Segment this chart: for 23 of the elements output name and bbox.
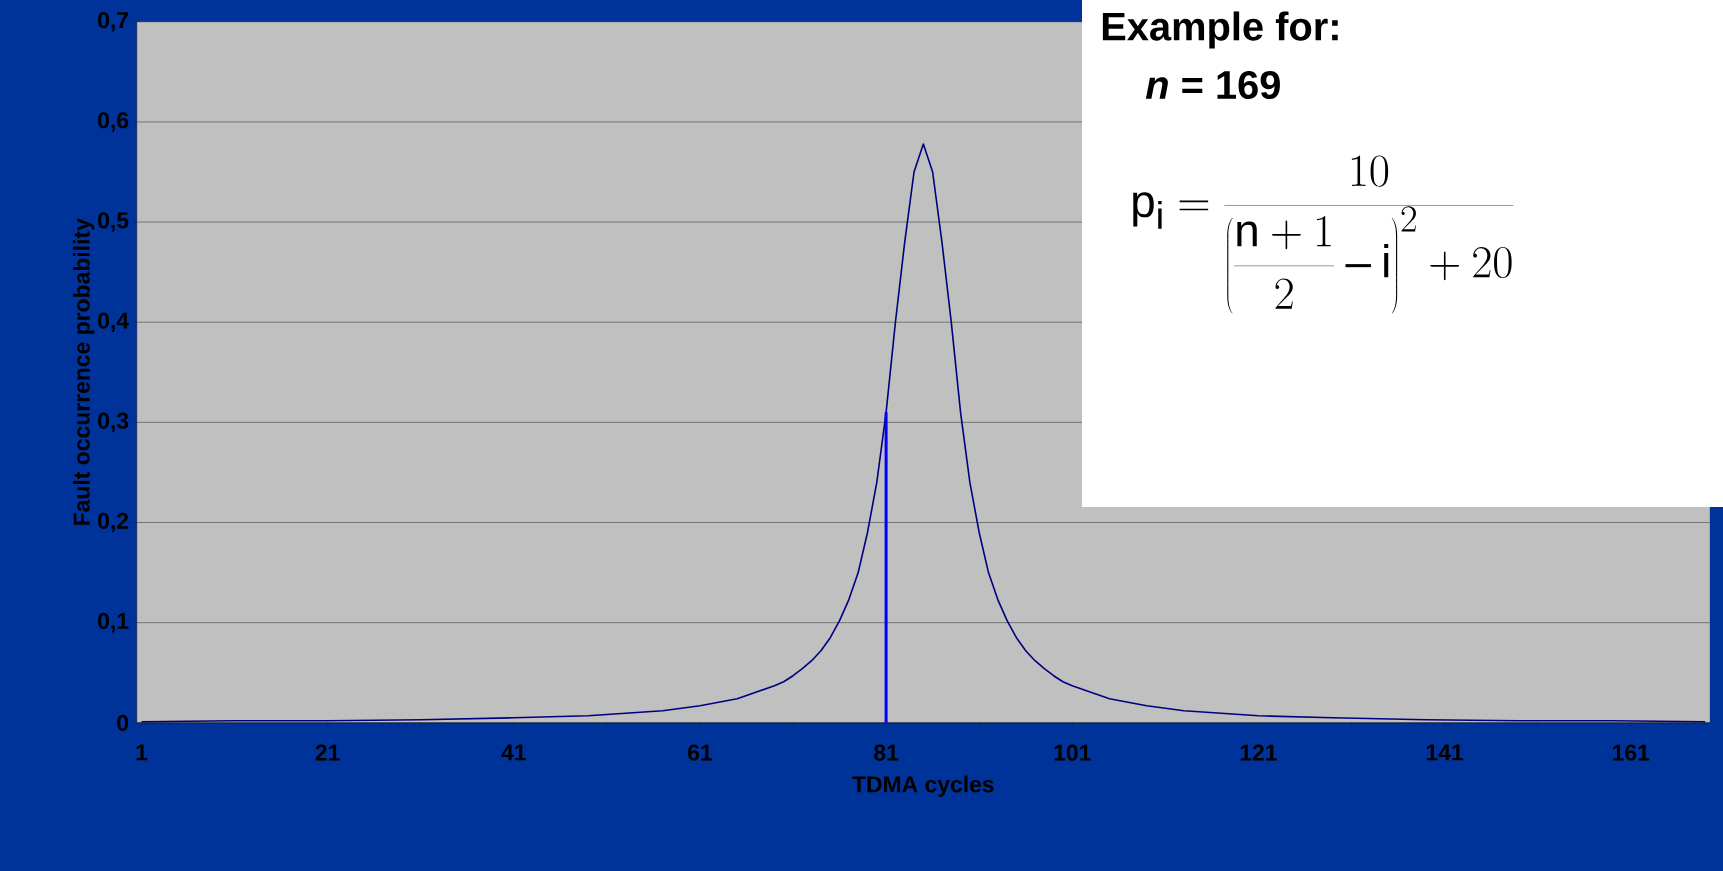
x-tick-label: 21 xyxy=(315,744,340,761)
x-tick-label: 41 xyxy=(501,744,526,761)
y-tick-label: 0,3 xyxy=(98,412,129,433)
line-series xyxy=(140,143,1706,723)
x-axis-title: TDMA cycles xyxy=(852,775,994,797)
y-tick-label: 0,1 xyxy=(98,612,129,633)
y-tick-label: 0,5 xyxy=(98,212,129,232)
y-tick-label: 0,2 xyxy=(98,512,129,533)
y-axis-title: Fault occurrence probability xyxy=(72,218,95,525)
annotation: Example for: xyxy=(1102,11,1338,49)
y-tick-label: 0,6 xyxy=(98,112,129,132)
y-tick-label: 0 xyxy=(117,714,129,731)
x-tick-label: 121 xyxy=(1240,744,1277,761)
x-tick-label: 1 xyxy=(136,744,148,761)
x-tick-label: 101 xyxy=(1054,744,1091,761)
y-tick-label: 0,4 xyxy=(98,312,129,332)
x-tick-label: 161 xyxy=(1613,744,1650,761)
x-tick-label: 81 xyxy=(874,744,899,761)
annotation: n = 169 xyxy=(1145,70,1280,100)
x-tick-label: 141 xyxy=(1426,744,1464,761)
annotation: $p_i = \frac{10}{\left(\displaystyle\frac{n+1}{2}-i\right)^{2}+20}$ xyxy=(1133,155,1514,314)
x-tick-label: 61 xyxy=(688,744,713,761)
y-tick-label: 0,7 xyxy=(98,12,129,32)
